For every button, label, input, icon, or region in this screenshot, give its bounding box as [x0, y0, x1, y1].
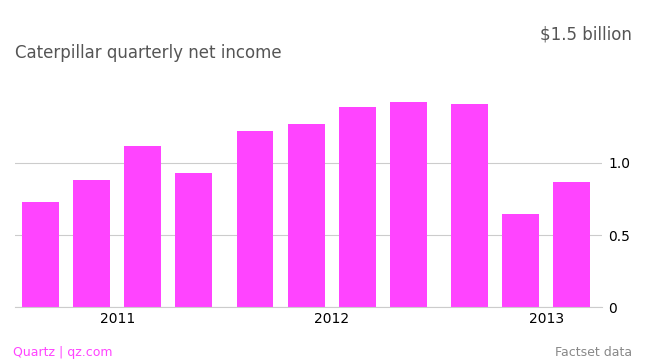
Bar	[553, 182, 590, 307]
Bar	[502, 213, 539, 307]
Bar	[288, 124, 324, 307]
Text: Quartz | qz.com: Quartz | qz.com	[13, 346, 112, 359]
Text: Factset data: Factset data	[555, 346, 632, 359]
Text: $1.5 billion: $1.5 billion	[541, 25, 632, 44]
Bar	[74, 180, 110, 307]
Text: Caterpillar quarterly net income: Caterpillar quarterly net income	[15, 44, 282, 62]
Bar	[339, 107, 375, 307]
Bar	[124, 146, 161, 307]
Bar	[22, 202, 59, 307]
Bar	[237, 131, 273, 307]
Bar	[390, 102, 427, 307]
Bar	[175, 173, 212, 307]
Bar	[451, 104, 488, 307]
